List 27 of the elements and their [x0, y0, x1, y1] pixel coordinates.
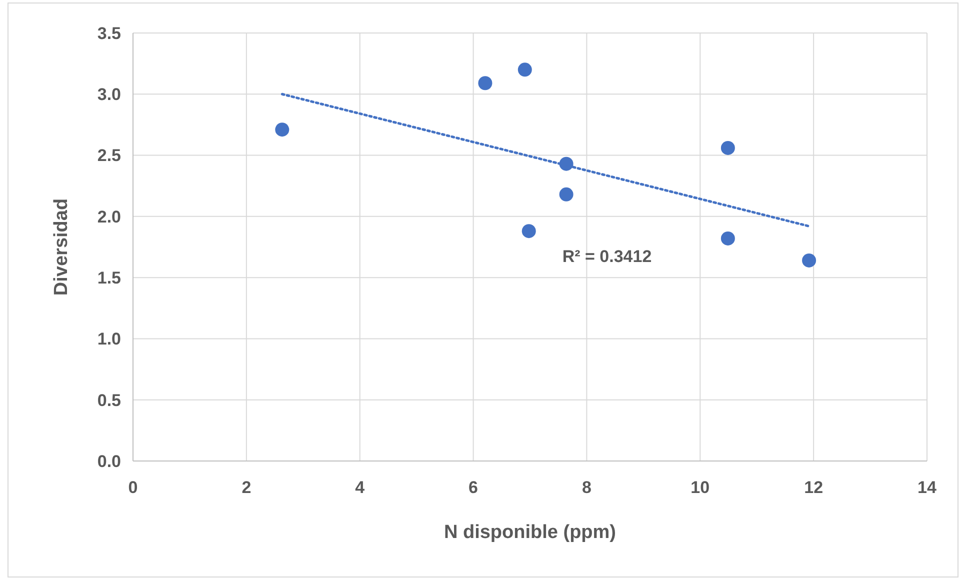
y-tick-label: 1.5 [97, 268, 121, 288]
y-axis-title: Diversidad [51, 198, 72, 296]
point [720, 140, 735, 155]
point [720, 231, 735, 246]
y-tick-label: 0.5 [97, 390, 121, 410]
annotation: R² = 0.3412 [562, 246, 652, 266]
point [559, 187, 574, 202]
point [522, 224, 536, 238]
x-tick-label: 10 [690, 478, 710, 497]
y-tick-label: 0.0 [97, 452, 121, 471]
x-tick-label: 12 [804, 478, 824, 497]
point [478, 76, 492, 90]
y-tick-label: 3.0 [97, 85, 121, 104]
point [802, 253, 816, 268]
x-tick-label: 14 [918, 478, 937, 497]
x-tick-label: 2 [242, 478, 252, 497]
point [275, 122, 290, 137]
x-axis-title: N disponible (ppm) [444, 522, 616, 543]
y-tick-label: 1.0 [97, 330, 121, 349]
y-tick-label: 2.5 [97, 146, 121, 166]
point [518, 62, 532, 77]
x-tick-label: 8 [582, 478, 592, 497]
y-tick-label: 2.0 [97, 207, 121, 226]
x-tick-label: 0 [128, 478, 138, 497]
y-tick-label: 3.5 [97, 24, 121, 43]
x-tick-label: 4 [355, 478, 366, 497]
x-tick-label: 6 [468, 478, 478, 497]
